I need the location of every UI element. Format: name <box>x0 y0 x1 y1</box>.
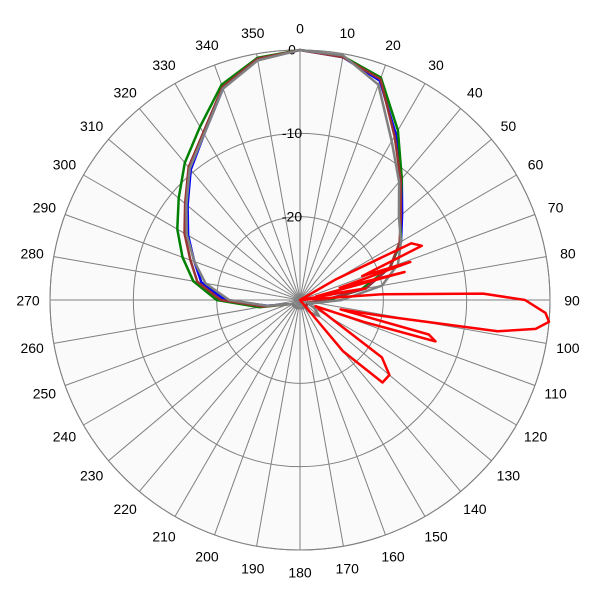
angle-label: 170 <box>336 561 360 577</box>
spoke <box>299 299 492 462</box>
angle-label: 160 <box>381 548 405 564</box>
spoke <box>214 299 301 536</box>
angle-label: 30 <box>428 57 444 73</box>
angle-label: 210 <box>152 528 176 544</box>
r-tick-label: 0 <box>288 42 296 58</box>
angle-label: 130 <box>497 468 521 484</box>
spoke <box>138 108 301 301</box>
angle-label: 280 <box>20 245 44 261</box>
series-line <box>185 48 403 318</box>
r-tick-label: -10 <box>282 125 302 141</box>
angle-label: 240 <box>53 429 77 445</box>
angle-label: 50 <box>501 118 517 134</box>
angle-label: 200 <box>195 548 219 564</box>
spoke <box>299 299 426 517</box>
angle-label: 180 <box>288 565 312 581</box>
angle-label: 150 <box>424 528 448 544</box>
angle-label: 10 <box>339 25 355 41</box>
spoke <box>299 53 344 301</box>
spoke <box>299 299 386 536</box>
spoke <box>174 299 301 517</box>
angle-label: 300 <box>53 157 77 173</box>
spoke <box>64 299 301 386</box>
spoke <box>174 83 301 301</box>
angle-label: 270 <box>16 293 40 309</box>
spoke <box>108 299 301 462</box>
spoke <box>299 108 462 301</box>
spoke <box>214 64 301 301</box>
angle-label: 310 <box>80 118 104 134</box>
angle-label: 220 <box>113 501 137 517</box>
angle-label: 330 <box>152 57 176 73</box>
spoke <box>83 174 301 301</box>
series-line <box>298 242 551 384</box>
angle-label: 190 <box>241 561 265 577</box>
angle-label: 250 <box>33 386 57 402</box>
spoke <box>299 83 426 301</box>
angle-label: 260 <box>20 340 44 356</box>
spoke <box>256 299 301 547</box>
angle-label: 60 <box>528 157 544 173</box>
angle-label: 350 <box>241 25 265 41</box>
angle-label: 40 <box>467 84 483 100</box>
spoke <box>299 299 344 547</box>
spoke <box>299 214 536 301</box>
grid-ring <box>132 132 468 468</box>
angle-label: 20 <box>385 37 401 53</box>
angle-label: 110 <box>544 386 567 402</box>
spoke <box>53 256 301 301</box>
angle-label: 290 <box>33 200 57 216</box>
spoke <box>299 138 492 301</box>
angle-label: 340 <box>195 37 219 53</box>
spoke <box>108 138 301 301</box>
angle-label: 320 <box>113 84 137 100</box>
spoke <box>256 53 301 301</box>
angle-label: 80 <box>560 245 576 261</box>
angle-label: 70 <box>548 200 564 216</box>
spoke <box>138 299 301 492</box>
spoke <box>299 64 386 301</box>
angle-label: 140 <box>463 501 487 517</box>
angle-label: 120 <box>524 429 548 445</box>
angle-label: 230 <box>80 468 104 484</box>
angle-label: 90 <box>564 293 580 309</box>
r-tick-label: -20 <box>282 208 302 224</box>
spoke <box>83 299 301 426</box>
angle-label: 100 <box>556 340 580 356</box>
angle-label: 0 <box>296 21 304 37</box>
